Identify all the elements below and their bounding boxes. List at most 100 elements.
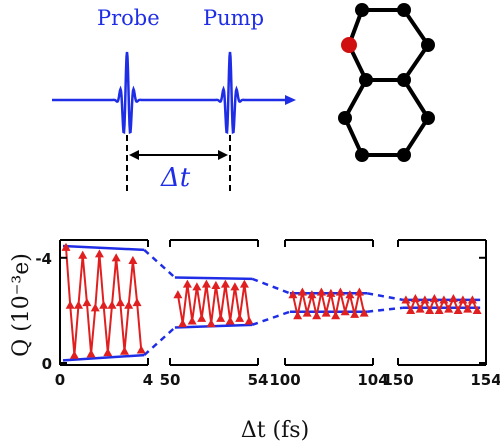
data-point [86, 349, 96, 358]
naphthalene-molecule-icon [338, 3, 435, 162]
data-point [434, 305, 444, 314]
envelope-upper [62, 244, 145, 252]
data-point [173, 290, 183, 299]
data-point [312, 311, 322, 320]
data-point [244, 316, 254, 325]
data-point [201, 279, 211, 288]
data-point [297, 287, 307, 296]
data-point [410, 294, 420, 303]
envelope-upper-connector [143, 248, 176, 279]
data-point [197, 313, 207, 322]
y-tick-label: 0 [42, 355, 52, 373]
data-point [128, 255, 138, 265]
data-point [345, 290, 355, 299]
data-point [359, 308, 369, 317]
x-tick-label: 154 [470, 371, 500, 389]
envelope-lower-connector [251, 310, 291, 327]
data-point [331, 311, 341, 320]
data-point [321, 308, 331, 317]
data-point [429, 294, 439, 303]
pulse-schematic: Probe Pump Δt [52, 6, 296, 195]
data-point [448, 294, 458, 303]
delay-arrow-right-icon [218, 150, 228, 160]
x-tick-label: 104 [357, 371, 388, 389]
data-point [439, 295, 449, 304]
data-point [74, 300, 84, 309]
x-tick-label: 150 [382, 371, 413, 389]
data-point [235, 313, 245, 322]
data-point [78, 250, 88, 259]
data-point [354, 287, 364, 296]
data-point [192, 282, 202, 291]
data-point [239, 279, 249, 288]
data-point [132, 298, 142, 307]
x-tick-label: 4 [143, 371, 153, 389]
data-point [463, 304, 473, 313]
envelope-upper-connector [366, 292, 404, 302]
data-point [211, 280, 221, 290]
data-point [406, 305, 416, 314]
data-point [111, 253, 121, 262]
x-tick-label: 54 [248, 371, 269, 389]
envelope-upper [174, 276, 253, 281]
data-point [340, 307, 350, 316]
envelope-lower [62, 353, 145, 362]
data-point [472, 305, 482, 314]
y-axis-label: Q (10⁻³e) [9, 253, 34, 357]
data-point [187, 316, 197, 325]
data-point [444, 304, 454, 313]
envelope-upper-connector [251, 277, 291, 295]
data-point [115, 298, 125, 307]
x-tick-label: 50 [160, 371, 181, 389]
data-point [326, 288, 336, 297]
x-tick-label: 100 [269, 371, 300, 389]
data-point [401, 295, 411, 304]
data-point [61, 242, 71, 251]
data-point [69, 350, 79, 359]
data-point [182, 279, 192, 288]
probe-label: Probe [97, 6, 160, 30]
data-point [307, 290, 317, 299]
envelope-lower-connector [143, 326, 176, 357]
data-point [120, 346, 130, 355]
data-point [94, 249, 104, 258]
data-point [425, 305, 435, 314]
data-point [335, 287, 345, 296]
data-point [99, 300, 109, 309]
data-point [316, 287, 326, 296]
data-point [302, 308, 312, 317]
x-axis-label: Δt (fs) [241, 418, 309, 443]
data-point [124, 300, 134, 309]
series-line [291, 290, 366, 316]
data-point [230, 282, 240, 291]
delay-label: Δt [160, 163, 191, 193]
data-point [415, 304, 425, 313]
pulse-waveform [52, 51, 286, 135]
envelope-lower-connector [367, 306, 404, 313]
data-point [136, 345, 146, 354]
pump-label: Pump [203, 6, 264, 30]
data-point [178, 319, 188, 328]
data-point [103, 347, 113, 357]
data-point [82, 298, 92, 307]
data-point [65, 300, 75, 309]
y-tick-label: -4 [35, 250, 52, 268]
series-line [176, 283, 251, 324]
data-point [458, 295, 468, 304]
series-line [404, 295, 479, 313]
delay-arrow-left-icon [129, 150, 139, 160]
data-point [288, 290, 298, 299]
data-point [467, 295, 477, 304]
data-point [420, 295, 430, 304]
data-point [107, 300, 117, 309]
data-point [453, 305, 463, 314]
highlight-atom [341, 37, 357, 53]
data-point [350, 309, 360, 318]
data-point [206, 319, 216, 328]
arrow-head-icon [285, 95, 296, 105]
x-tick-label: 0 [55, 371, 65, 389]
data-point [225, 316, 235, 325]
data-point [90, 303, 100, 312]
data-point [220, 279, 230, 288]
